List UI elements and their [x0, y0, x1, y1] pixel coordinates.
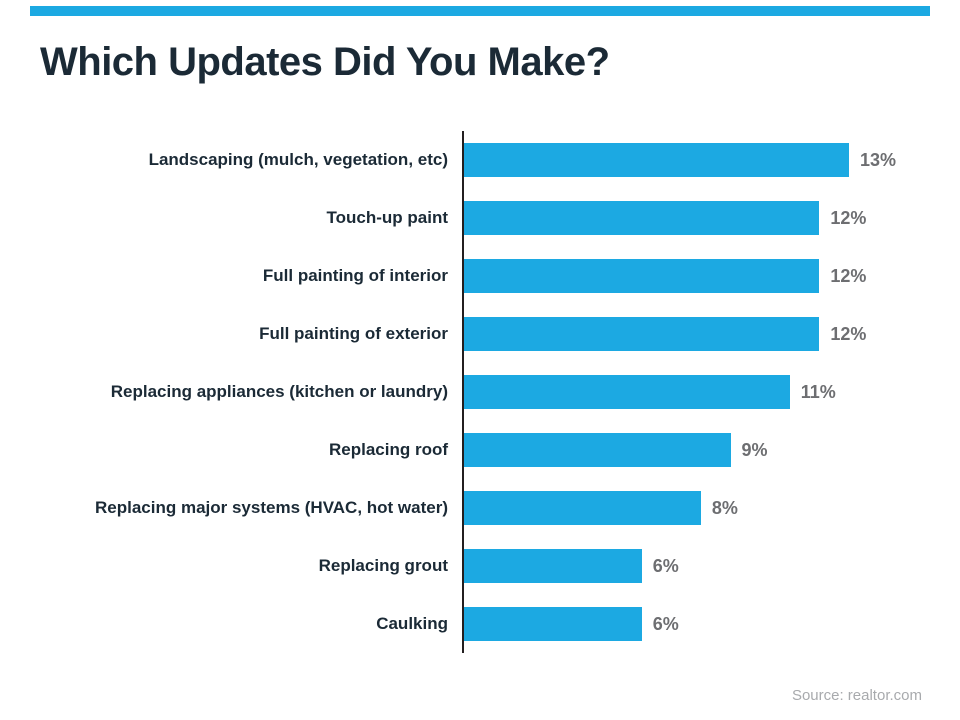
bar — [464, 549, 642, 583]
chart-row: Replacing appliances (kitchen or laundry… — [0, 363, 960, 421]
value-label: 6% — [652, 613, 679, 634]
bar — [464, 259, 820, 293]
page-title: Which Updates Did You Make? — [40, 40, 610, 84]
category-label: Full painting of exterior — [259, 324, 448, 344]
category-label: Replacing appliances (kitchen or laundry… — [110, 382, 448, 402]
category-label: Caulking — [376, 614, 448, 634]
plot-area: 12% — [462, 189, 960, 247]
chart-row: Touch-up paint 12% — [0, 189, 960, 247]
source-attribution: Source: realtor.com — [791, 687, 922, 704]
plot-area: 12% — [462, 305, 960, 363]
plot-area: 6% — [462, 595, 960, 653]
category-label: Replacing roof — [328, 440, 448, 460]
chart-row: Landscaping (mulch, vegetation, etc) 13% — [0, 131, 960, 189]
chart-row: Replacing major systems (HVAC, hot water… — [0, 479, 960, 537]
category-label: Replacing major systems (HVAC, hot water… — [95, 498, 448, 518]
accent-strip — [30, 6, 930, 16]
plot-area: 11% — [462, 363, 960, 421]
value-label: 12% — [830, 323, 867, 344]
plot-area: 13% — [462, 131, 960, 189]
bar — [464, 143, 849, 177]
plot-area: 6% — [462, 537, 960, 595]
bar — [464, 317, 820, 351]
bar — [464, 375, 790, 409]
category-label: Full painting of interior — [262, 266, 448, 286]
bar-chart: Landscaping (mulch, vegetation, etc) 13% T… — [0, 131, 960, 653]
value-label: 12% — [830, 207, 867, 228]
plot-area: 12% — [462, 247, 960, 305]
value-label: 11% — [800, 381, 836, 402]
bar — [464, 433, 731, 467]
chart-row: Caulking 6% — [0, 595, 960, 653]
plot-area: 9% — [462, 421, 960, 479]
chart-row: Full painting of exterior 12% — [0, 305, 960, 363]
category-label: Touch-up paint — [326, 208, 449, 228]
category-label: Replacing grout — [318, 556, 448, 576]
chart-row: Replacing grout 6% — [0, 537, 960, 595]
chart-rows: Landscaping (mulch, vegetation, etc) 13% T… — [0, 131, 960, 653]
bar — [464, 201, 820, 235]
value-label: 8% — [711, 497, 738, 518]
chart-row: Replacing roof 9% — [0, 421, 960, 479]
chart-row: Full painting of interior 12% — [0, 247, 960, 305]
value-label: 9% — [741, 439, 768, 460]
value-label: 6% — [652, 555, 679, 576]
value-label: 12% — [830, 265, 867, 286]
plot-area: 8% — [462, 479, 960, 537]
bar — [464, 607, 642, 641]
value-label: 13% — [860, 149, 897, 170]
bar — [464, 491, 701, 525]
category-label: Landscaping (mulch, vegetation, etc) — [148, 150, 448, 170]
